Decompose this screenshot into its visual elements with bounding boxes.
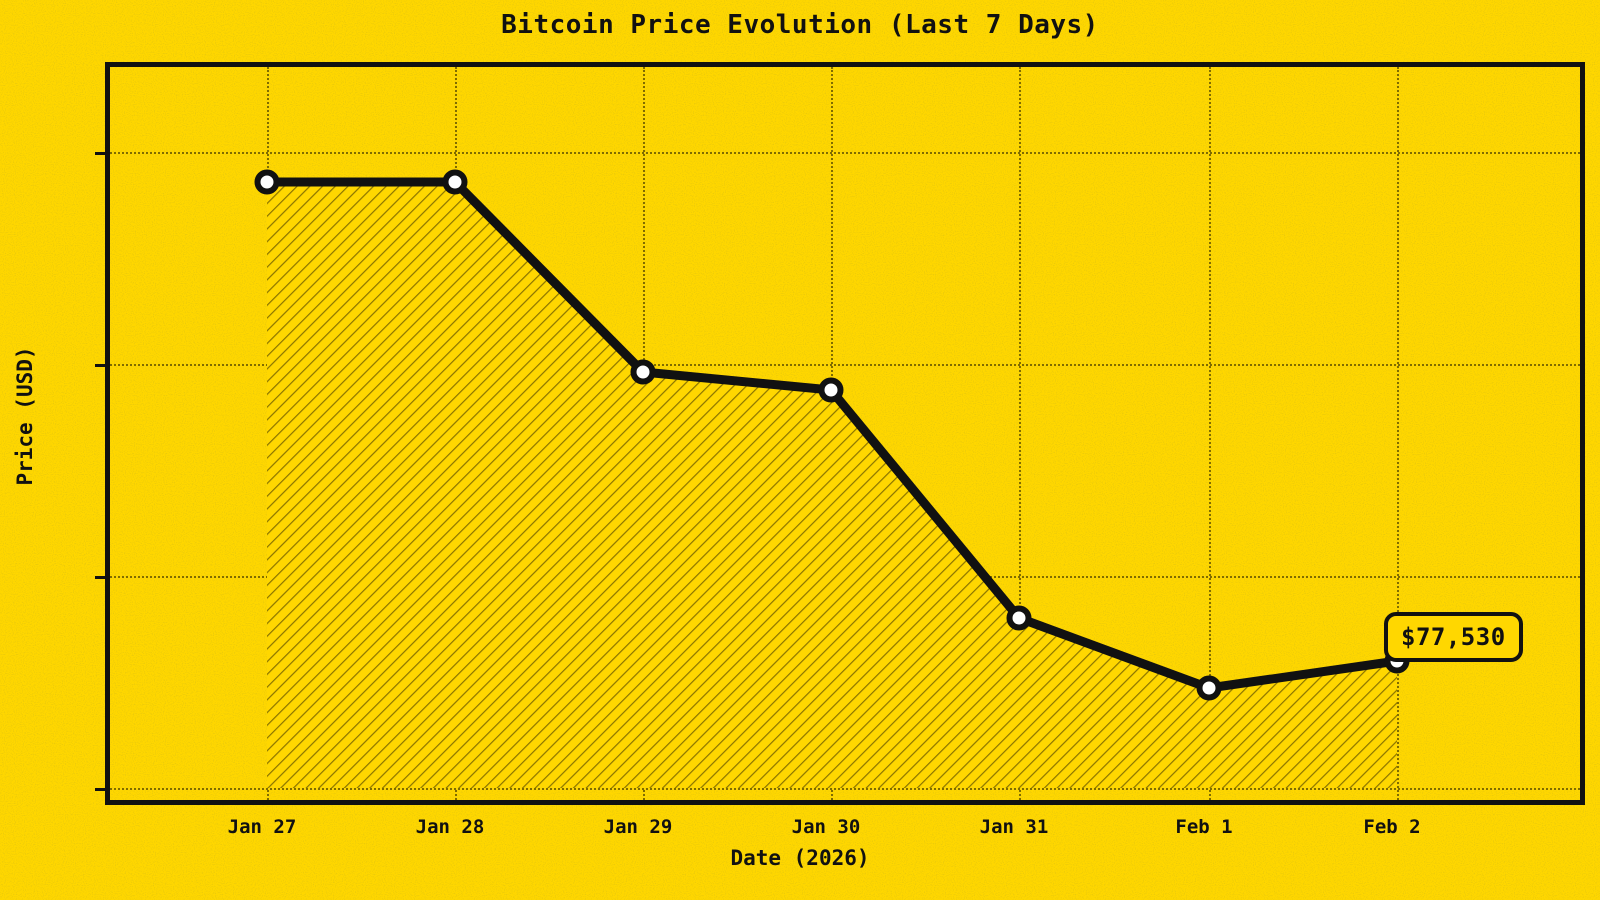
gridline-vertical-feb-2 xyxy=(1397,67,1399,800)
x-axis-title: Date (2026) xyxy=(730,846,870,870)
x-tick-label-jan-28: Jan 28 xyxy=(415,816,485,838)
plot-inner xyxy=(110,67,1580,800)
x-tick-label-feb-1: Feb 1 xyxy=(1175,816,1233,838)
y-tick-mark-80k xyxy=(95,576,105,579)
last-value-annotation: $77,530 xyxy=(1384,612,1523,662)
gridline-horizontal-85k xyxy=(110,364,1580,366)
y-tick-mark-90k xyxy=(95,152,105,155)
x-tick-label-jan-27: Jan 27 xyxy=(227,816,297,838)
plot-area xyxy=(105,62,1585,805)
price-series xyxy=(254,169,1410,788)
gridline-vertical-jan-31 xyxy=(1019,67,1021,800)
x-tick-label-feb-2: Feb 2 xyxy=(1363,816,1421,838)
y-axis-title: Price (USD) xyxy=(13,346,37,486)
y-tick-mark-85k xyxy=(95,364,105,367)
x-tick-label-jan-30: Jan 30 xyxy=(791,816,861,838)
data-point-jan-28 xyxy=(442,169,468,195)
data-point-feb-1 xyxy=(1196,675,1222,701)
data-point-jan-31 xyxy=(1006,605,1032,631)
data-point-jan-30 xyxy=(818,377,844,403)
gridline-vertical-feb-1 xyxy=(1209,67,1211,800)
x-tick-label-jan-31: Jan 31 xyxy=(979,816,1049,838)
gridline-horizontal-90k xyxy=(110,152,1580,154)
data-point-jan-27 xyxy=(254,169,280,195)
y-tick-mark-75k xyxy=(95,788,105,791)
gridline-horizontal-75k xyxy=(110,788,1580,790)
x-tick-label-jan-29: Jan 29 xyxy=(603,816,673,838)
data-point-jan-29 xyxy=(630,359,656,385)
chart-title: Bitcoin Price Evolution (Last 7 Days) xyxy=(501,10,1099,40)
area-fill xyxy=(267,182,1397,788)
